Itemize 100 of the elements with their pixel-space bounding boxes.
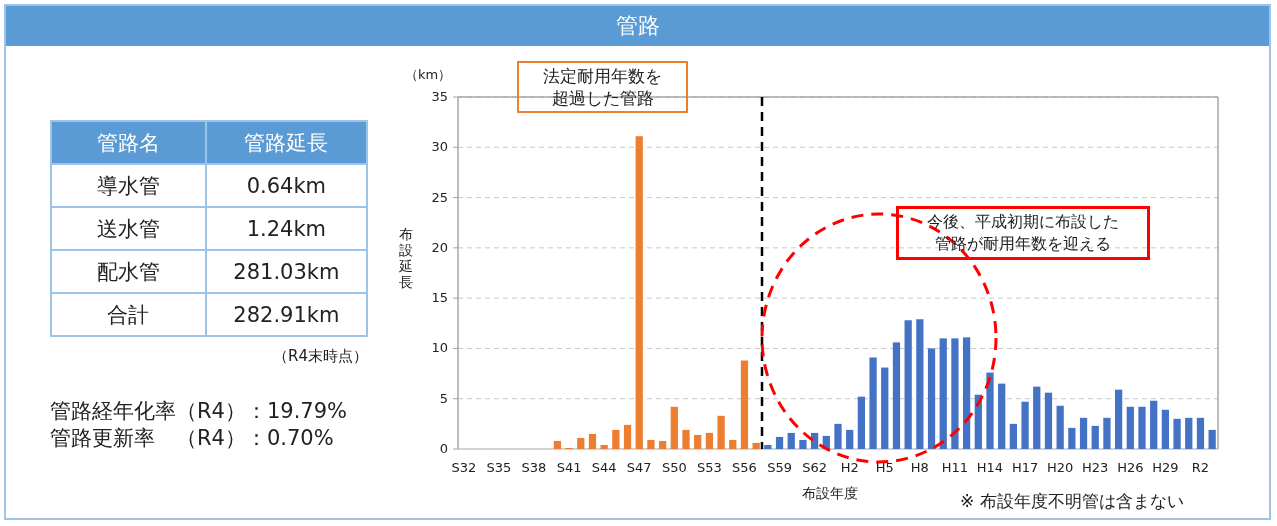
text: 導水管 [51,164,206,207]
bar [1033,386,1041,449]
text: （km） [405,66,452,84]
bar [1150,400,1158,449]
text: 281.03km [205,250,367,293]
bar [1196,417,1205,449]
bar [577,437,585,449]
annotation: 法定耐用年数を超過した管路 [517,61,688,113]
bar [846,429,854,449]
x-tick-label: S50 [661,460,687,475]
text: 282.91km [205,293,367,336]
bar [647,439,655,449]
x-tick-label: S62 [802,460,827,475]
y-tick-label: 25 [430,188,448,207]
y-tick-label: 35 [430,88,448,106]
x-tick-label: S56 [732,460,757,475]
bar [1208,429,1216,449]
bar [1126,406,1134,449]
bar [986,372,994,449]
annotation: 今後、平成初期に布設した管路が耐用年数を迎える [896,206,1150,260]
bar [939,338,947,449]
bar [1091,425,1099,449]
bar [857,396,866,449]
bar [729,439,737,449]
bar [998,383,1006,449]
bar [1103,417,1111,449]
bar [658,440,667,449]
bar [740,360,749,449]
bar [810,432,819,449]
x-tick-label: H11 [941,460,969,475]
bar [881,367,889,449]
bar [705,432,714,449]
x-tick-label: S41 [556,460,582,475]
bar [892,342,901,449]
x-tick-label: H8 [910,460,929,475]
y-tick-label: 30 [430,138,448,157]
y-tick-label: 0 [438,440,448,458]
text: 管路更新率 （R4）：0.70% [50,425,334,452]
text: 配水管 [51,250,206,293]
bar [612,429,620,449]
bar [869,357,877,449]
text: 1.24km [205,207,367,250]
x-tick-label: S35 [486,460,512,475]
bar [670,406,678,449]
bar [834,423,842,449]
text: 管路経年化率（R4）：19.79% [50,398,348,425]
text: 送水管 [51,207,206,250]
bar [1161,409,1170,449]
x-tick-label: S32 [451,460,477,475]
bar [1009,423,1018,449]
text: （R4末時点） [272,347,368,366]
x-tick-label: S53 [696,460,722,475]
x-tick-label: R2 [1191,460,1210,475]
bar [1079,417,1088,449]
x-tick-label: H2 [840,460,859,475]
x-tick-label: H26 [1117,460,1144,475]
text: 管路 [6,6,1269,46]
x-tick-label: S44 [591,460,617,475]
y-tick-label: 10 [430,339,448,358]
bar [1185,417,1193,449]
y-tick-label: 15 [430,289,448,308]
y-tick-label: 20 [431,239,448,255]
bar [1068,427,1076,449]
text: 合計 [51,293,206,336]
bar [1173,418,1181,449]
bar [787,432,795,449]
y-axis-title: 布設延長 [398,226,413,290]
bar [1044,392,1053,449]
text: 管路名 [51,121,206,164]
bar [635,136,643,449]
bar [904,320,912,449]
x-tick-label: H29 [1152,460,1179,475]
x-tick-label: H17 [1011,460,1039,475]
bar [588,433,597,449]
bar [694,434,702,449]
x-axis-title: 布設年度 [801,485,859,503]
bar [553,440,562,449]
x-tick-label: H20 [1046,460,1074,475]
bar [1138,406,1146,449]
text: 管路延長 [205,121,367,164]
bar [799,439,807,449]
bar [927,348,936,449]
bar [1056,405,1064,449]
x-tick-label: H23 [1082,460,1109,475]
bar [1114,389,1123,449]
text: 0.64km [205,164,367,207]
x-tick-label: S47 [626,460,652,475]
x-tick-label: S59 [767,460,792,475]
bar [916,319,924,449]
x-tick-label: S38 [521,460,547,475]
bar [752,442,760,449]
bar [775,436,784,449]
bar [951,338,959,449]
bar [682,429,690,449]
text: ※ 布設年度不明管は含まない [960,490,1184,513]
bar [1021,401,1029,449]
x-tick-label: H5 [874,459,895,477]
y-tick-label: 5 [438,389,448,408]
x-tick-label: H14 [976,460,1004,475]
bar [962,337,971,449]
